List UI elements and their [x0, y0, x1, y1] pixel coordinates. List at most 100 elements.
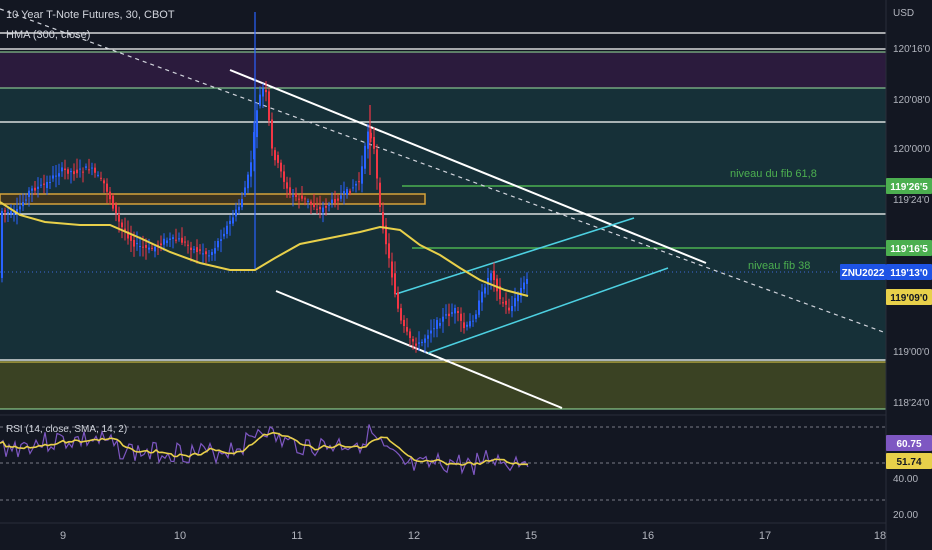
candle-body [265, 89, 267, 93]
time-tick: 11 [291, 530, 302, 542]
candle-body [289, 187, 291, 194]
candle-body [196, 247, 198, 253]
candle-body [322, 207, 324, 213]
candle-body [247, 174, 249, 189]
rsi-line [0, 424, 529, 475]
candle-body [421, 341, 423, 343]
candle-body [385, 225, 387, 245]
candle-body [481, 291, 483, 303]
channel-lower-cyan [427, 267, 669, 354]
candle-body [394, 273, 396, 295]
candle-body [58, 173, 60, 177]
rsi-pane[interactable]: RSI (14, close, SMA, 14, 2) [0, 414, 886, 501]
candle-body [436, 320, 438, 329]
candle-body [328, 204, 330, 206]
candle-body [85, 166, 87, 168]
candle-body [283, 171, 285, 182]
candle-body [268, 91, 270, 121]
candle-body [25, 199, 27, 201]
candle-body [142, 246, 144, 248]
candle-body [526, 278, 528, 284]
candle-body [409, 331, 411, 338]
dashed-trendline [0, 8, 887, 334]
candle-body [226, 225, 228, 234]
candle-body [445, 314, 447, 316]
candle-body [55, 175, 57, 177]
candle-body [235, 209, 237, 217]
candle-body [511, 306, 513, 312]
candle-body [415, 343, 417, 346]
price-tick: 120'16'0 [893, 44, 931, 55]
candle-body [220, 239, 222, 241]
candle-body [1, 211, 3, 278]
candle-body [202, 253, 204, 255]
candle-body [475, 314, 477, 319]
price-scale[interactable]: USD 120'16'0 120'08'0 120'00'0 119'24'0 119'… [840, 0, 932, 550]
candle-body [64, 168, 66, 171]
candle-body [49, 182, 51, 184]
time-tick: 12 [408, 530, 420, 542]
candle-body [88, 169, 90, 171]
candle-body [112, 195, 114, 209]
candle-body [205, 251, 207, 255]
candle-body [403, 319, 405, 327]
candle-body [97, 174, 99, 176]
candle-body [280, 162, 282, 172]
candle-body [244, 187, 246, 196]
candle-body [139, 246, 141, 248]
candle-body [316, 208, 318, 210]
candle-body [232, 217, 234, 224]
indicator-label: HMA (300, close) [6, 29, 90, 41]
candle-body [493, 270, 495, 281]
candle-body [496, 278, 498, 292]
price-tick: 119'00'0 [893, 347, 930, 358]
time-tick: 18 [874, 530, 886, 542]
candle-body [172, 237, 174, 239]
candle-body [34, 187, 36, 191]
candle-body [361, 166, 363, 184]
candle-body [76, 169, 78, 174]
candle-body [430, 330, 432, 334]
candle-body [391, 261, 393, 278]
candle-body [463, 322, 465, 329]
candle-body [187, 244, 189, 246]
fib-38-label: niveau fib 38 [748, 260, 810, 272]
time-tick: 17 [759, 530, 771, 542]
candle-body [130, 235, 132, 241]
price-tick: 120'00'0 [893, 144, 931, 155]
candle-body [124, 228, 126, 232]
candle-body [40, 184, 42, 186]
time-tick: 16 [642, 530, 654, 542]
candle-body [505, 300, 507, 305]
candle-body [7, 212, 9, 214]
candle-body [46, 181, 48, 189]
candle-body [427, 335, 429, 339]
candle-body [43, 183, 45, 185]
price-tick: 119'24'0 [893, 195, 930, 206]
candle-body [313, 203, 315, 208]
candle-body [61, 167, 63, 172]
candle-body [229, 220, 231, 224]
candle-body [145, 244, 147, 248]
candle-body [118, 213, 120, 222]
rsi-tick: 20.00 [893, 510, 918, 521]
candle-body [73, 171, 75, 175]
candle-body [502, 302, 504, 304]
candle-body [508, 307, 510, 311]
candle-body [37, 186, 39, 189]
candle-body [28, 190, 30, 197]
candle-body [388, 243, 390, 259]
candle-body [376, 149, 378, 179]
candle-body [487, 278, 489, 286]
candle-body [181, 237, 183, 243]
candle-body [433, 328, 435, 330]
candle-body [199, 249, 201, 251]
fib-38-price-badge: 119'16'5 [890, 244, 928, 255]
rsi-tick: 40.00 [893, 474, 918, 485]
candle-body [214, 248, 216, 254]
candle-body [325, 206, 327, 208]
candle-body [304, 198, 306, 200]
hma-price-badge-bg [886, 289, 932, 305]
candle-body [103, 180, 105, 184]
